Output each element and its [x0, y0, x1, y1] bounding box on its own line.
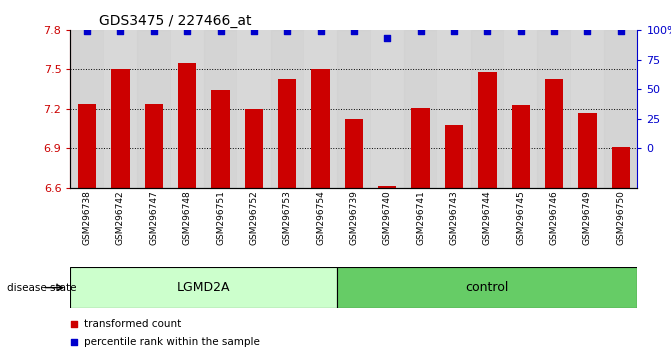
Bar — [245, 109, 263, 188]
Bar — [204, 30, 238, 188]
Point — [266, 250, 277, 255]
Bar — [604, 30, 637, 188]
Point — [482, 28, 493, 34]
Bar — [338, 30, 370, 188]
Bar — [304, 30, 338, 188]
Point — [148, 28, 159, 34]
Bar — [338, 30, 370, 188]
Point — [248, 28, 259, 34]
Bar — [504, 30, 537, 188]
Bar — [137, 30, 170, 188]
Bar — [238, 30, 270, 188]
Bar — [470, 30, 504, 188]
Point — [382, 35, 393, 41]
Point — [549, 28, 560, 34]
Bar — [478, 72, 497, 188]
Bar — [111, 69, 130, 188]
Bar — [470, 30, 504, 188]
Bar — [345, 119, 363, 188]
Point — [415, 28, 426, 34]
Bar — [70, 30, 104, 188]
Text: GDS3475 / 227466_at: GDS3475 / 227466_at — [99, 14, 252, 28]
Bar — [578, 113, 597, 188]
Bar — [104, 30, 137, 188]
Bar — [571, 30, 604, 188]
Point — [115, 28, 126, 34]
Bar — [404, 30, 437, 188]
Bar — [545, 79, 563, 188]
Bar — [211, 91, 229, 188]
Bar — [70, 267, 338, 308]
Bar — [204, 30, 238, 188]
Bar — [145, 104, 163, 188]
Bar — [378, 186, 397, 188]
Bar — [537, 30, 571, 188]
Point — [215, 28, 226, 34]
Point — [182, 28, 193, 34]
Bar — [537, 30, 571, 188]
Text: LGMD2A: LGMD2A — [177, 281, 231, 294]
Text: percentile rank within the sample: percentile rank within the sample — [84, 337, 260, 347]
Text: control: control — [466, 281, 509, 294]
Point — [315, 28, 326, 34]
Bar — [338, 267, 637, 308]
Bar — [370, 30, 404, 188]
Bar — [411, 108, 430, 188]
Bar — [437, 30, 470, 188]
Bar — [278, 79, 297, 188]
Bar — [611, 147, 630, 188]
Bar — [78, 104, 97, 188]
Bar — [137, 30, 170, 188]
Bar — [70, 30, 104, 188]
Bar — [604, 30, 637, 188]
Bar — [311, 69, 329, 188]
Bar — [511, 105, 530, 188]
Text: disease state: disease state — [7, 282, 76, 293]
Point — [582, 28, 592, 34]
Point — [449, 28, 460, 34]
Point — [266, 88, 277, 94]
Bar — [170, 30, 204, 188]
Point — [348, 28, 359, 34]
Point — [82, 28, 93, 34]
Point — [515, 28, 526, 34]
Bar — [270, 30, 304, 188]
Text: transformed count: transformed count — [84, 319, 181, 329]
Bar — [270, 30, 304, 188]
Bar — [404, 30, 437, 188]
Bar — [445, 125, 463, 188]
Point — [615, 28, 626, 34]
Point — [282, 28, 293, 34]
Bar — [178, 63, 197, 188]
